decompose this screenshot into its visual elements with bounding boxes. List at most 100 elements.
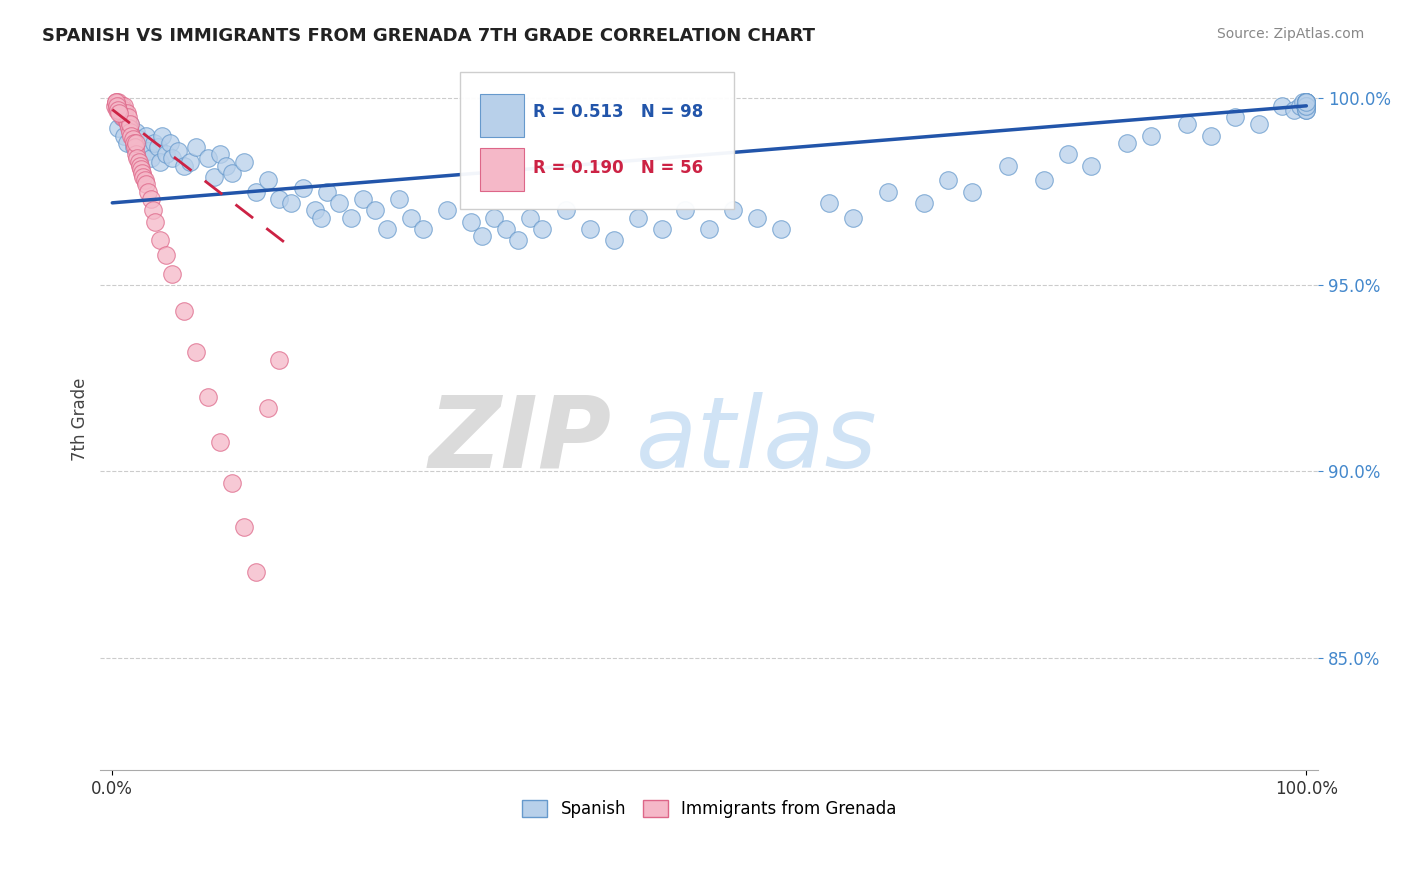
Point xyxy=(112,106,135,120)
Point xyxy=(651,222,673,236)
Point xyxy=(208,147,231,161)
Point xyxy=(112,103,135,117)
Point xyxy=(1116,136,1139,150)
Point xyxy=(134,173,156,187)
Point xyxy=(149,154,172,169)
Point xyxy=(960,185,983,199)
Point xyxy=(120,128,142,143)
Point xyxy=(107,95,129,109)
Point xyxy=(122,140,145,154)
Point xyxy=(1199,128,1222,143)
Point xyxy=(114,110,136,124)
Point xyxy=(1294,99,1316,113)
Point xyxy=(1080,159,1102,173)
Point xyxy=(1295,99,1317,113)
Point xyxy=(256,173,278,187)
Point xyxy=(120,118,142,132)
Text: atlas: atlas xyxy=(637,392,877,489)
Point xyxy=(179,154,201,169)
Point xyxy=(256,401,278,415)
Point xyxy=(146,140,169,154)
Point xyxy=(128,132,150,146)
FancyBboxPatch shape xyxy=(460,72,734,209)
Text: SPANISH VS IMMIGRANTS FROM GRENADA 7TH GRADE CORRELATION CHART: SPANISH VS IMMIGRANTS FROM GRENADA 7TH G… xyxy=(42,27,815,45)
Point xyxy=(105,99,128,113)
Point xyxy=(1284,103,1306,117)
Point xyxy=(388,192,411,206)
Point xyxy=(721,203,744,218)
Point xyxy=(412,222,434,236)
Point xyxy=(1292,95,1315,109)
Point xyxy=(125,136,148,150)
Point xyxy=(118,121,141,136)
Point xyxy=(484,211,506,225)
FancyBboxPatch shape xyxy=(481,95,524,137)
Point xyxy=(149,233,172,247)
Point xyxy=(115,113,138,128)
Point xyxy=(627,211,650,225)
Point xyxy=(1223,110,1246,124)
Point xyxy=(125,147,148,161)
Point xyxy=(436,203,458,218)
Point xyxy=(1295,99,1317,113)
Text: Source: ZipAtlas.com: Source: ZipAtlas.com xyxy=(1216,27,1364,41)
Point xyxy=(184,345,207,359)
Point xyxy=(124,140,146,154)
Point xyxy=(108,106,131,120)
Point xyxy=(112,110,135,124)
Point xyxy=(1295,95,1317,109)
Point xyxy=(111,103,134,117)
Point xyxy=(221,166,243,180)
Legend: Spanish, Immigrants from Grenada: Spanish, Immigrants from Grenada xyxy=(516,793,903,825)
Point xyxy=(328,195,350,210)
Point xyxy=(1271,99,1294,113)
Point xyxy=(197,390,219,404)
Point xyxy=(131,147,153,161)
Point xyxy=(121,132,143,146)
Point xyxy=(136,144,159,158)
Point xyxy=(1295,95,1317,109)
Point xyxy=(519,211,541,225)
Point xyxy=(304,203,326,218)
Point xyxy=(110,106,132,120)
Point xyxy=(1289,99,1312,113)
Point xyxy=(1140,128,1163,143)
Point xyxy=(122,136,145,150)
Point xyxy=(107,121,129,136)
Point xyxy=(1056,147,1078,161)
Point xyxy=(215,159,238,173)
Point xyxy=(120,118,142,132)
Point xyxy=(1295,99,1317,113)
Point xyxy=(1175,118,1198,132)
Point xyxy=(1295,95,1317,109)
Point xyxy=(280,195,302,210)
Point xyxy=(997,159,1019,173)
Point xyxy=(877,185,900,199)
Point xyxy=(745,211,768,225)
Point xyxy=(208,434,231,449)
Point xyxy=(817,195,839,210)
Point xyxy=(460,214,482,228)
Point xyxy=(143,136,166,150)
Point xyxy=(120,125,142,139)
Point xyxy=(129,162,152,177)
Point xyxy=(117,110,139,124)
Point xyxy=(104,99,127,113)
Point xyxy=(316,185,339,199)
Point xyxy=(173,159,195,173)
Point xyxy=(127,151,149,165)
Point xyxy=(167,144,190,158)
Point xyxy=(399,211,422,225)
Point xyxy=(936,173,959,187)
Point xyxy=(508,233,530,247)
Point xyxy=(1295,99,1317,113)
Point xyxy=(112,128,135,143)
Point xyxy=(142,203,165,218)
Point xyxy=(128,159,150,173)
Point xyxy=(135,177,157,191)
Point xyxy=(159,136,181,150)
Point xyxy=(135,128,157,143)
Point xyxy=(269,352,291,367)
Point xyxy=(1247,118,1270,132)
Point xyxy=(269,192,291,206)
